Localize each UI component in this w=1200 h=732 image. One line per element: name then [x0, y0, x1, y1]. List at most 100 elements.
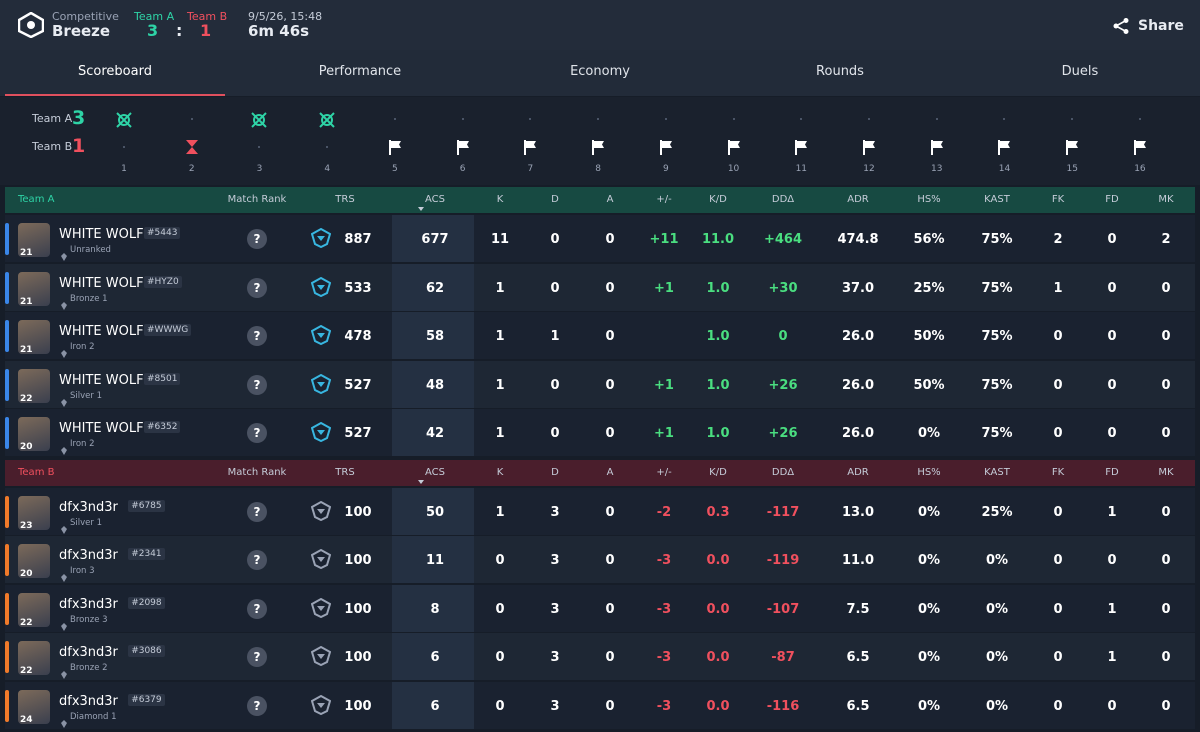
stat-dd: -116: [766, 698, 800, 714]
column-header[interactable]: KAST: [984, 194, 1010, 205]
share-button[interactable]: Share: [1112, 14, 1184, 38]
column-header[interactable]: A: [606, 466, 614, 478]
player-level: 20: [20, 569, 33, 579]
stat-dd: 0: [778, 329, 788, 344]
stat-a: 0: [605, 377, 615, 393]
stat-hs: 0%: [917, 650, 941, 665]
stat-k: 1: [495, 329, 505, 344]
column-header[interactable]: D: [551, 194, 559, 205]
tab[interactable]: Scoreboard: [5, 50, 225, 96]
stat-dd: +30: [768, 280, 798, 296]
column-header[interactable]: FD: [1105, 466, 1119, 478]
sort-indicator: [418, 197, 424, 216]
agent-avatar: [18, 641, 50, 675]
column-header[interactable]: KAST: [984, 466, 1010, 478]
column-header[interactable]: K: [496, 466, 504, 478]
column-header[interactable]: +/-: [656, 194, 672, 205]
round-icon: [792, 138, 810, 160]
team-name: Team A: [18, 194, 55, 205]
player-rank: Diamond 1: [70, 711, 117, 722]
stat-k: 1: [495, 504, 505, 520]
acs-highlight: [392, 633, 474, 680]
column-header[interactable]: TRS: [335, 194, 355, 205]
stat-fk: 0: [1053, 601, 1063, 617]
round-number: 11: [795, 164, 808, 174]
round-icon: [454, 138, 472, 160]
round-number: 7: [527, 164, 534, 174]
column-header[interactable]: K: [496, 194, 504, 205]
stat-kd: 0.0: [706, 650, 730, 665]
column-header[interactable]: K/D: [709, 194, 727, 205]
stat-trs: 100: [344, 650, 372, 665]
column-header[interactable]: D: [551, 466, 559, 478]
rank-icon: [61, 440, 67, 459]
column-header[interactable]: MK: [1158, 194, 1174, 205]
column-header: Match Rank: [227, 466, 287, 478]
stat-hs: 56%: [913, 232, 945, 247]
player-level: 21: [20, 345, 33, 355]
column-header[interactable]: DDΔ: [771, 194, 795, 205]
stat-acs: 62: [425, 280, 445, 296]
player-tag: #5443: [144, 227, 181, 239]
player-level: 20: [20, 442, 33, 452]
acs-highlight: [392, 263, 474, 311]
column-header[interactable]: HS%: [917, 466, 941, 478]
stat-kd: 0.0: [706, 601, 730, 617]
acs-highlight: [392, 312, 474, 359]
column-header[interactable]: +/-: [656, 466, 672, 478]
column-header[interactable]: A: [606, 194, 614, 205]
stat-trs: 100: [344, 601, 372, 617]
acs-highlight: [392, 409, 474, 456]
stat-plus-minus: +1: [654, 426, 674, 441]
column-header[interactable]: ADR: [847, 194, 869, 205]
stat-adr: 26.0: [841, 329, 875, 344]
team-header: [5, 187, 1195, 213]
player-name: dfx3nd3r: [59, 499, 118, 515]
tab[interactable]: Duels: [1061, 64, 1099, 79]
row-accent: [5, 592, 9, 625]
column-header[interactable]: ADR: [847, 466, 869, 478]
tab[interactable]: Economy: [570, 64, 630, 79]
stat-hs: 50%: [913, 377, 945, 393]
stat-fd: 0: [1107, 426, 1117, 441]
column-header[interactable]: FD: [1105, 194, 1119, 205]
stat-kd: 1.0: [706, 329, 730, 344]
stat-plus-minus: +11: [649, 232, 679, 247]
rank-icon: [61, 519, 67, 538]
column-header[interactable]: ACS: [425, 194, 445, 205]
column-header[interactable]: HS%: [917, 194, 941, 205]
stat-a: 0: [605, 426, 615, 441]
match-rank-icon: ?: [247, 598, 267, 619]
player-name: WHITE WOLF: [59, 421, 144, 436]
column-header[interactable]: FK: [1051, 194, 1065, 205]
column-header[interactable]: DDΔ: [771, 466, 795, 478]
timeline-team-a: Team A: [32, 112, 73, 125]
stat-kast: 75%: [981, 232, 1013, 247]
column-header[interactable]: ACS: [425, 466, 445, 478]
round-number: 12: [863, 164, 875, 174]
column-header[interactable]: K/D: [709, 466, 727, 478]
stat-kd: 0.3: [706, 504, 730, 520]
stat-a: 0: [605, 601, 615, 617]
match-duration: 6m 46s: [248, 22, 310, 40]
stat-trs: 527: [344, 426, 372, 441]
column-header[interactable]: TRS: [335, 466, 355, 478]
tab[interactable]: Rounds: [816, 64, 864, 79]
map: Breeze: [52, 22, 111, 40]
stat-kd: 1.0: [706, 426, 730, 441]
player-tag: #3086: [128, 645, 165, 657]
team-name: Team B: [18, 466, 55, 478]
column-header[interactable]: MK: [1158, 466, 1174, 478]
agent-avatar: [18, 592, 50, 627]
stat-k: 11: [490, 232, 510, 247]
round-empty-dot: [597, 118, 600, 120]
agent-avatar: [18, 417, 50, 451]
stat-fk: 0: [1053, 650, 1063, 665]
round-icon: [386, 138, 404, 160]
team-b-score: 1: [200, 21, 212, 40]
player-tag: #WWWG: [144, 324, 192, 336]
row-accent: [5, 271, 9, 304]
column-header[interactable]: FK: [1051, 466, 1065, 478]
stat-trs: 100: [344, 553, 372, 568]
tab[interactable]: Performance: [318, 64, 402, 79]
